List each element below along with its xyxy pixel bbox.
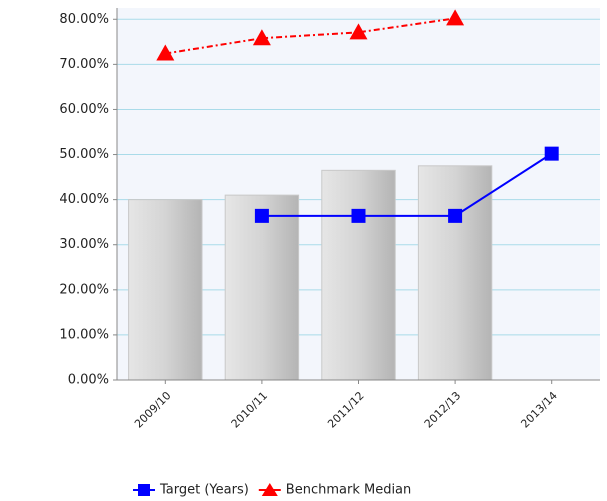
marker: [351, 208, 366, 223]
marker: [544, 146, 559, 161]
y-tick-label: 40.00%: [59, 192, 109, 207]
legend-marker: [261, 483, 278, 496]
y-tick-label: 80.00%: [59, 12, 109, 27]
marker: [254, 208, 269, 223]
y-tick-label: 70.00%: [59, 57, 109, 72]
marker: [448, 208, 463, 223]
y-tick-label: 30.00%: [59, 237, 109, 252]
line: [165, 17, 456, 55]
x-tick-label: 2012/13: [422, 389, 464, 431]
y-tick-label: 0.00%: [68, 373, 109, 388]
x-tick-label: 2011/12: [325, 389, 367, 431]
legend-marker: [138, 484, 150, 496]
marker: [446, 9, 465, 26]
x-tick-label: 2009/10: [132, 389, 174, 431]
x-tick-label: 2010/11: [229, 389, 271, 431]
y-tick-label: 10.00%: [59, 327, 109, 342]
y-tick-label: 20.00%: [59, 282, 109, 297]
x-tick-label: 2013/14: [518, 389, 560, 431]
bar: [128, 199, 203, 381]
legend-label: Target (Years): [159, 483, 249, 498]
y-tick-label: 50.00%: [59, 147, 109, 162]
line: [261, 152, 553, 217]
marker: [349, 23, 368, 40]
marker: [252, 29, 271, 46]
y-tick-label: 60.00%: [59, 102, 109, 117]
legend-label: Benchmark Median: [286, 483, 411, 498]
bar: [224, 194, 300, 381]
marker: [156, 44, 175, 61]
bar: [417, 165, 493, 381]
bar: [321, 169, 396, 381]
